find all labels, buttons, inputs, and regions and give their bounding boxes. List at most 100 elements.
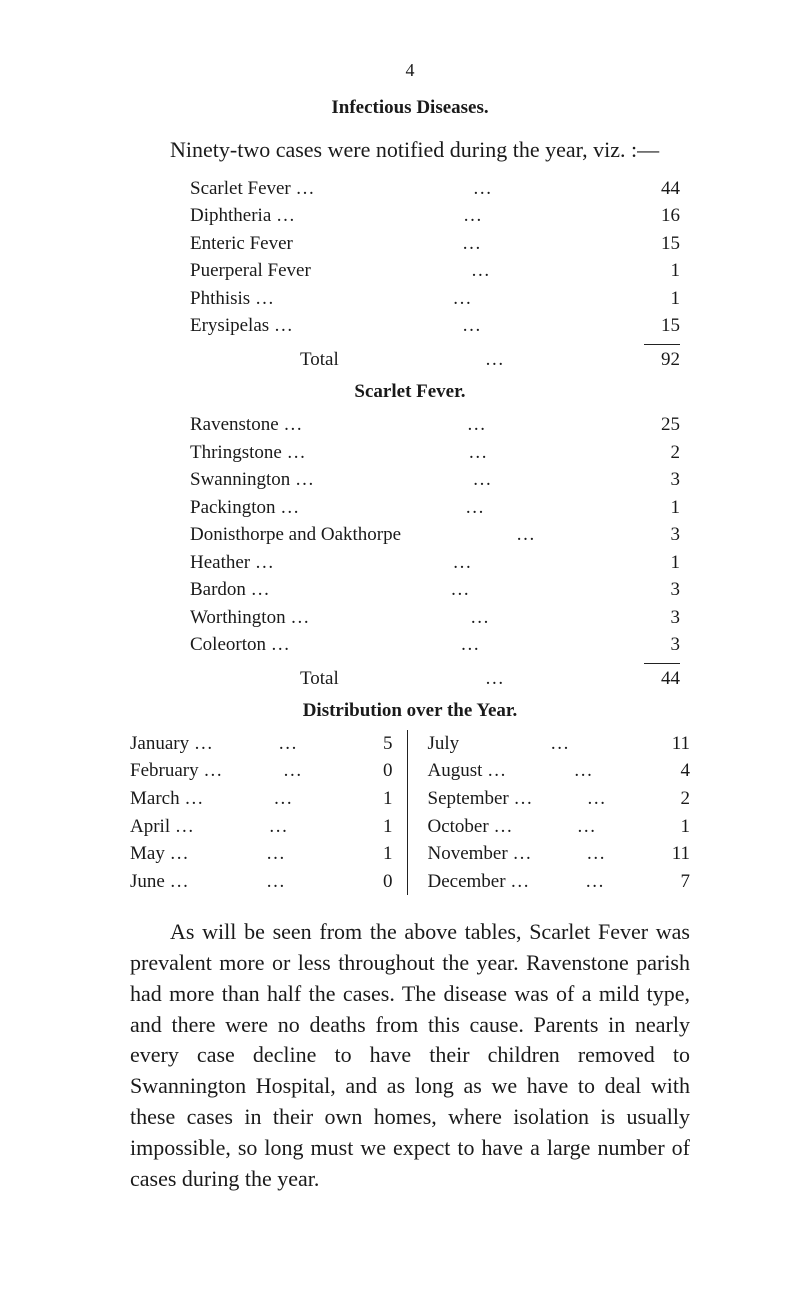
item-label: Erysipelas … [190,312,293,340]
item-label: Diphtheria … [190,202,295,230]
list-item: August … … 4 [428,757,691,785]
item-value: 1 [650,494,680,522]
dots: … [456,230,487,258]
dots: … [462,439,493,467]
item-label: March … [130,785,203,813]
page-number: 4 [130,60,690,81]
title-distribution: Distribution over the Year. [130,700,690,722]
list-item: October … … 1 [428,813,691,841]
dots: … [454,631,485,659]
dots: … [457,202,488,230]
dots: … [467,175,498,203]
item-label: Thringstone … [190,439,306,467]
item-value: 3 [650,521,680,549]
dots: … [510,521,541,549]
dots: … [263,813,294,841]
item-label: Scarlet Fever … [190,175,315,203]
item-value: 3 [650,466,680,494]
item-value: 15 [650,312,680,340]
item-label: October … [428,813,513,841]
list-item: Scarlet Fever … … 44 [190,175,680,203]
item-label: December … [428,868,530,896]
item-value: 1 [650,257,680,285]
dots: … [568,757,599,785]
item-value: 5 [363,730,393,758]
list-item: Erysipelas … … 15 [190,312,680,340]
item-label: Coleorton … [190,631,290,659]
dots: … [459,494,490,522]
list-item: April … … 1 [130,813,393,841]
page: 4 Infectious Diseases. Ninety-two cases … [0,0,800,1315]
dots: … [267,785,298,813]
dots: … [446,285,477,313]
dots: … [272,730,303,758]
dots: … [464,604,495,632]
scarlet-total-row: Total … 44 [300,668,680,690]
list-item: Donisthorpe and Oakthorpe … 3 [190,521,680,549]
list-item: Packington … … 1 [190,494,680,522]
item-label: January … [130,730,213,758]
item-label: February … [130,757,222,785]
list-item: May … … 1 [130,840,393,868]
item-value: 7 [660,868,690,896]
list-item: January … … 5 [130,730,393,758]
list-item: Swannington … … 3 [190,466,680,494]
item-label: Swannington … [190,466,314,494]
main-list: Scarlet Fever … … 44 Diphtheria … … 16 E… [190,175,680,345]
list-item: Puerperal Fever … 1 [190,257,680,285]
item-label: Ravenstone … [190,411,302,439]
item-value: 3 [650,604,680,632]
dots: … [260,840,291,868]
item-label: June … [130,868,189,896]
item-label: September … [428,785,533,813]
total-rule [644,344,680,345]
list-item: March … … 1 [130,785,393,813]
list-item: Bardon … … 3 [190,576,680,604]
dots: … [467,466,498,494]
item-label: Packington … [190,494,299,522]
title-infectious-diseases: Infectious Diseases. [130,97,690,119]
item-label: May … [130,840,189,868]
item-label: Worthington … [190,604,309,632]
list-item: Thringstone … … 2 [190,439,680,467]
list-item: July … 11 [428,730,691,758]
dots: … [444,576,475,604]
item-value: 15 [650,230,680,258]
item-label: July [428,730,460,758]
distribution-col-right: July … 11 August … … 4 September … … 2 O… [407,730,691,895]
item-label: Donisthorpe and Oakthorpe [190,521,401,549]
list-item: Coleorton … … 3 [190,631,680,659]
item-value: 2 [650,439,680,467]
list-item: Heather … … 1 [190,549,680,577]
body-paragraph: As will be seen from the above tables, S… [130,917,690,1194]
dots: … [580,840,611,868]
dots: … [260,868,291,896]
distribution-table: January … … 5 February … … 0 March … … 1… [130,730,690,895]
item-label: Phthisis … [190,285,274,313]
item-value: 4 [660,757,690,785]
list-item: June … … 0 [130,868,393,896]
item-value: 3 [650,631,680,659]
dots: … [446,549,477,577]
item-value: 0 [362,868,392,896]
item-value: 1 [650,285,680,313]
main-total-row: Total … 92 [300,349,680,371]
item-label: April … [130,813,194,841]
list-item: September … … 2 [428,785,691,813]
item-value: 11 [660,840,690,868]
dots: … [581,785,612,813]
item-value: 11 [660,730,690,758]
total-label: Total [300,668,339,690]
item-value: 1 [660,813,690,841]
dots: … [461,411,492,439]
list-item: November … … 11 [428,840,691,868]
distribution-col-left: January … … 5 February … … 0 March … … 1… [130,730,407,895]
item-label: Bardon … [190,576,270,604]
item-value: 0 [363,757,393,785]
list-item: Diphtheria … … 16 [190,202,680,230]
item-value: 1 [650,549,680,577]
dots: … [544,730,575,758]
dots: … [571,813,602,841]
item-value: 1 [363,785,393,813]
item-value: 2 [660,785,690,813]
